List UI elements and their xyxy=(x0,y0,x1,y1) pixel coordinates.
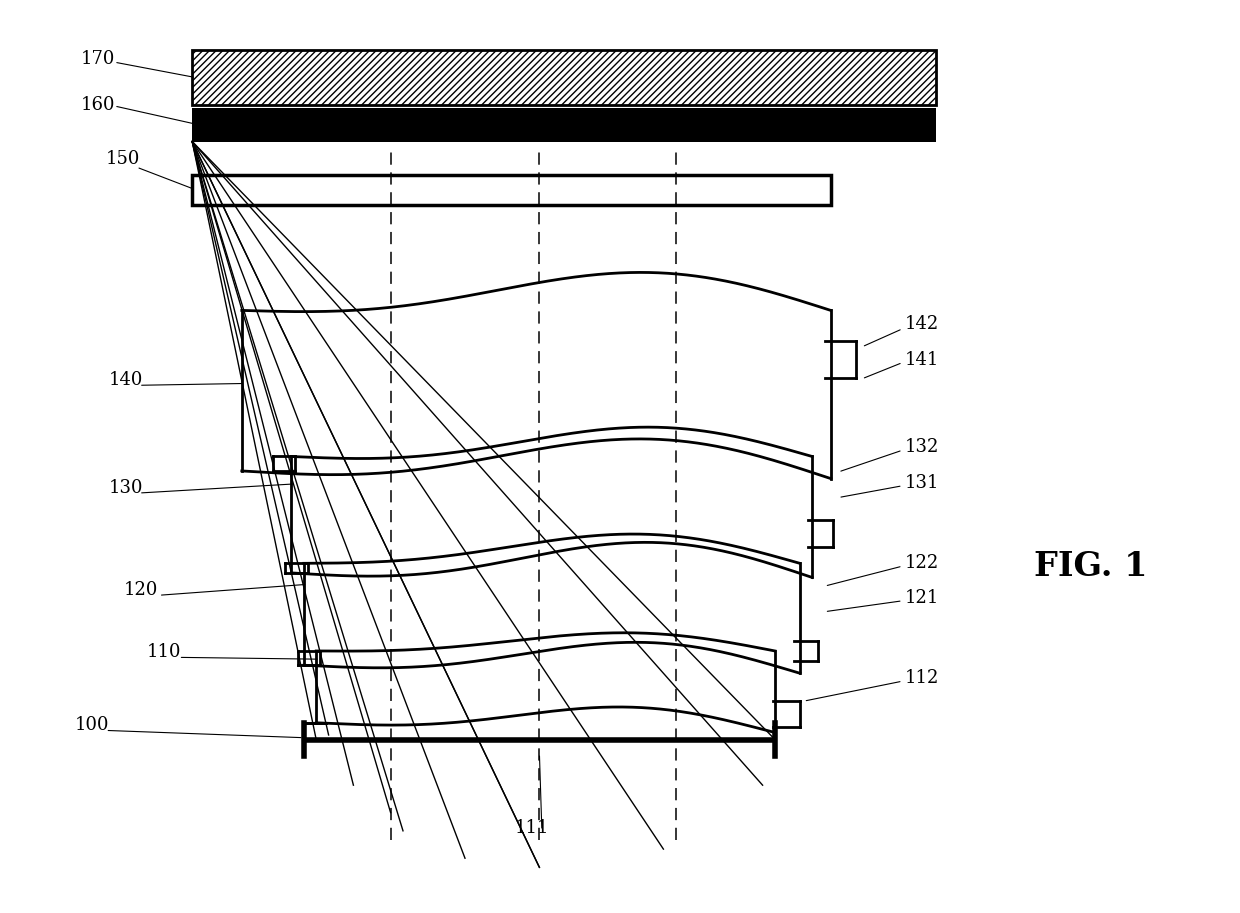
Bar xyxy=(192,50,936,105)
Text: 111: 111 xyxy=(515,819,549,836)
Text: 110: 110 xyxy=(146,644,181,661)
Bar xyxy=(192,175,831,205)
Text: FIG. 1: FIG. 1 xyxy=(1034,550,1148,582)
Text: 131: 131 xyxy=(905,475,940,492)
Bar xyxy=(192,108,936,142)
Text: 112: 112 xyxy=(905,669,940,687)
Text: 140: 140 xyxy=(109,372,144,389)
Text: 160: 160 xyxy=(81,96,115,113)
Text: 141: 141 xyxy=(905,352,940,369)
Text: 170: 170 xyxy=(81,50,115,68)
Text: 132: 132 xyxy=(905,438,940,456)
Text: 150: 150 xyxy=(105,151,140,168)
Text: 120: 120 xyxy=(124,582,159,599)
Text: 100: 100 xyxy=(74,717,109,734)
Text: 142: 142 xyxy=(905,315,940,332)
Text: 130: 130 xyxy=(109,479,144,497)
Text: 122: 122 xyxy=(905,554,940,572)
Text: 121: 121 xyxy=(905,589,940,606)
